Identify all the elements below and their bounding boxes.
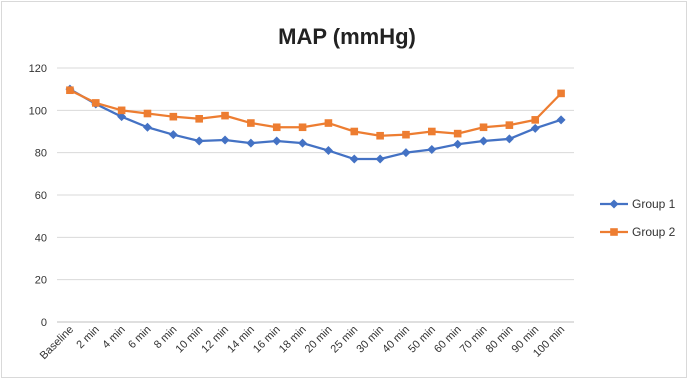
x-tick-label: Baseline [38, 324, 76, 362]
series-line [69, 89, 562, 137]
x-tick-label: 2 min [74, 324, 102, 352]
x-tick-label: 20 min [303, 324, 335, 356]
x-tick-label: 40 min [380, 324, 412, 356]
data-point [298, 123, 307, 132]
data-point [453, 139, 463, 149]
y-tick-label: 120 [29, 63, 47, 75]
data-point [557, 89, 565, 98]
data-point [479, 123, 488, 132]
x-tick-label: 60 min [432, 324, 464, 356]
data-point [117, 106, 126, 115]
x-tick-label: 10 min [173, 324, 205, 356]
data-point [453, 129, 462, 138]
y-tick-label: 40 [35, 232, 47, 244]
data-point [402, 130, 410, 139]
series-group [65, 84, 566, 164]
series-1 [65, 84, 566, 164]
data-point [91, 99, 100, 107]
data-point [376, 131, 384, 140]
data-point [504, 134, 514, 144]
x-tick-label: 30 min [354, 324, 386, 356]
data-point [479, 136, 489, 146]
x-tick-label: 18 min [277, 324, 309, 356]
data-point [117, 112, 127, 122]
data-point [143, 109, 152, 118]
chart-title: MAP (mmHg) [278, 24, 416, 49]
data-point [194, 136, 204, 146]
data-point [375, 154, 385, 164]
x-tick-label: 14 min [225, 324, 257, 356]
series-2 [66, 86, 565, 140]
data-point [169, 112, 178, 121]
y-tick-label: 80 [35, 148, 47, 160]
legend-item: Group 2 [600, 225, 676, 239]
x-tick-label: 6 min [126, 324, 154, 352]
data-point [220, 135, 230, 145]
data-point [427, 144, 437, 154]
data-point [298, 138, 308, 148]
data-point [66, 86, 74, 95]
data-point [195, 115, 203, 123]
data-point [401, 148, 411, 158]
data-point [349, 154, 359, 164]
data-point [324, 119, 333, 127]
gridlines [57, 67, 574, 323]
data-point [531, 116, 540, 124]
legend-marker [610, 228, 618, 236]
legend-label: Group 2 [632, 225, 676, 239]
data-point [556, 115, 566, 125]
data-point [323, 146, 333, 156]
data-point [246, 138, 256, 148]
data-point [350, 127, 359, 136]
y-tick-label: 0 [41, 317, 47, 329]
data-point [505, 121, 514, 129]
data-point [428, 127, 436, 136]
legend-label: Group 1 [632, 197, 676, 211]
x-tick-label: 16 min [251, 324, 283, 356]
data-point [272, 123, 281, 132]
data-point [221, 111, 229, 120]
y-tick-label: 20 [35, 275, 47, 287]
y-tick-label: 60 [35, 190, 47, 202]
legend-item: Group 1 [600, 197, 676, 211]
x-tick-label: 50 min [406, 324, 438, 356]
series-line [69, 88, 562, 161]
x-tick-label: 25 min [329, 324, 361, 356]
y-tick-label: 100 [29, 105, 47, 117]
data-point [272, 136, 282, 146]
legend: Group 1 Group 2 [600, 197, 676, 239]
x-tick-label: 4 min [100, 324, 128, 352]
data-point [530, 123, 540, 133]
data-point [142, 122, 152, 132]
legend-marker [609, 199, 619, 209]
x-tick-label: 12 min [199, 324, 231, 356]
x-tick-label: 80 min [484, 324, 516, 356]
y-axis-ticks: 0 20 40 60 80 100 120 [29, 63, 47, 329]
x-tick-label: 70 min [458, 324, 490, 356]
data-point [168, 130, 178, 140]
data-point [247, 119, 255, 127]
